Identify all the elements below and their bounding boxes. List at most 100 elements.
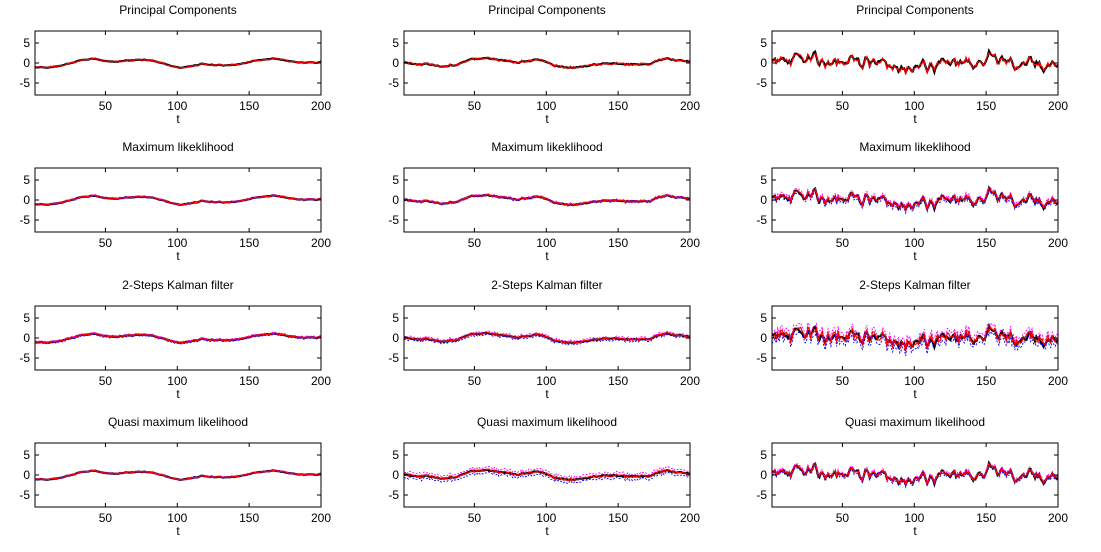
x-tick-label: 150 [976,99,996,113]
x-tick-label: 100 [536,99,556,113]
estimate-line [35,332,321,344]
y-tick-label: 0 [392,56,399,70]
x-axis-label: t [176,524,180,538]
x-tick-label: 50 [468,236,482,250]
y-tick-label: 5 [392,173,399,187]
x-tick-label: 200 [1048,511,1068,525]
x-tick-label: 100 [167,99,187,113]
series-group [35,57,321,70]
series-group [35,194,321,207]
x-tick-label: 150 [239,511,259,525]
upper-band-line [35,331,321,343]
x-tick-label: 50 [99,374,113,388]
series-group [772,48,1058,77]
lower-band-line [772,330,1058,356]
x-tick-label: 200 [1048,236,1068,250]
x-tick-label: 200 [680,511,700,525]
lower-band-line [35,333,321,345]
lower-band-line [404,471,690,485]
x-axis-label: t [545,387,549,401]
y-tick-label: 5 [23,173,30,187]
y-tick-label: 0 [760,468,767,482]
y-tick-label: -5 [388,213,399,227]
x-tick-label: 50 [836,99,850,113]
y-tick-label: -5 [19,76,30,90]
series-group [35,331,321,345]
lower-band-line [404,194,690,207]
x-tick-label: 50 [468,374,482,388]
estimate-line [772,463,1058,488]
x-tick-label: 150 [976,236,996,250]
estimate-line [404,193,690,207]
y-tick-label: 0 [392,331,399,345]
axes-box [771,305,1059,371]
subplot-title: 2-Steps Kalman filter [859,278,970,292]
x-tick-label: 150 [608,511,628,525]
x-tick-label: 200 [1048,99,1068,113]
y-tick-label: 5 [23,311,30,325]
y-tick-label: -5 [19,213,30,227]
x-axis-label: t [545,112,549,126]
upper-band-line [404,330,690,343]
x-tick-label: 150 [608,99,628,113]
y-tick-label: 0 [760,193,767,207]
x-tick-label: 150 [976,511,996,525]
subplot-title: Quasi maximum likelihood [845,415,985,429]
x-axis-label: t [176,387,180,401]
x-tick-label: 150 [239,374,259,388]
y-tick-label: -5 [388,76,399,90]
lower-band-line [404,333,690,346]
subplot-title: Quasi maximum likelihood [108,415,248,429]
y-tick-label: 5 [23,36,30,50]
x-tick-label: 200 [680,374,700,388]
x-tick-label: 100 [167,374,187,388]
x-tick-label: 50 [468,99,482,113]
y-tick-label: 0 [760,56,767,70]
y-tick-label: 5 [392,36,399,50]
series-group [35,469,321,482]
y-tick-label: 0 [23,193,30,207]
y-tick-label: -5 [756,76,767,90]
axes-box [34,442,322,508]
y-tick-label: -5 [19,351,30,365]
subplot-title: Quasi maximum likelihood [477,415,617,429]
y-tick-label: 5 [760,173,767,187]
axes-box [771,442,1059,508]
x-tick-label: 50 [99,236,113,250]
x-tick-label: 50 [99,511,113,525]
subplot-title: Principal Components [488,3,605,17]
upper-band-line [772,461,1058,485]
axes-box [771,30,1059,96]
subplot-title: Maximum likeklihood [122,140,233,154]
x-tick-label: 200 [311,236,331,250]
x-axis-label: t [545,524,549,538]
x-tick-label: 100 [536,236,556,250]
y-tick-label: 5 [23,448,30,462]
x-tick-label: 200 [311,374,331,388]
subplot-title: Principal Components [119,3,236,17]
y-tick-label: 5 [392,311,399,325]
x-axis-label: t [913,112,917,126]
estimate-line [35,194,321,206]
x-tick-label: 50 [836,374,850,388]
x-tick-label: 100 [167,511,187,525]
upper-band-line [772,186,1058,210]
series-group [772,185,1058,215]
subplot-title: 2-Steps Kalman filter [491,278,602,292]
estimate-line [772,52,1058,75]
y-tick-label: -5 [756,488,767,502]
x-tick-label: 100 [536,511,556,525]
y-tick-label: 5 [760,311,767,325]
y-tick-label: 0 [23,468,30,482]
x-tick-label: 100 [167,236,187,250]
y-tick-label: 0 [23,331,30,345]
estimate-line [404,468,690,482]
x-tick-label: 100 [904,511,924,525]
y-tick-label: 0 [392,193,399,207]
x-axis-label: t [913,387,917,401]
series-group [772,321,1058,356]
y-tick-label: 5 [392,448,399,462]
